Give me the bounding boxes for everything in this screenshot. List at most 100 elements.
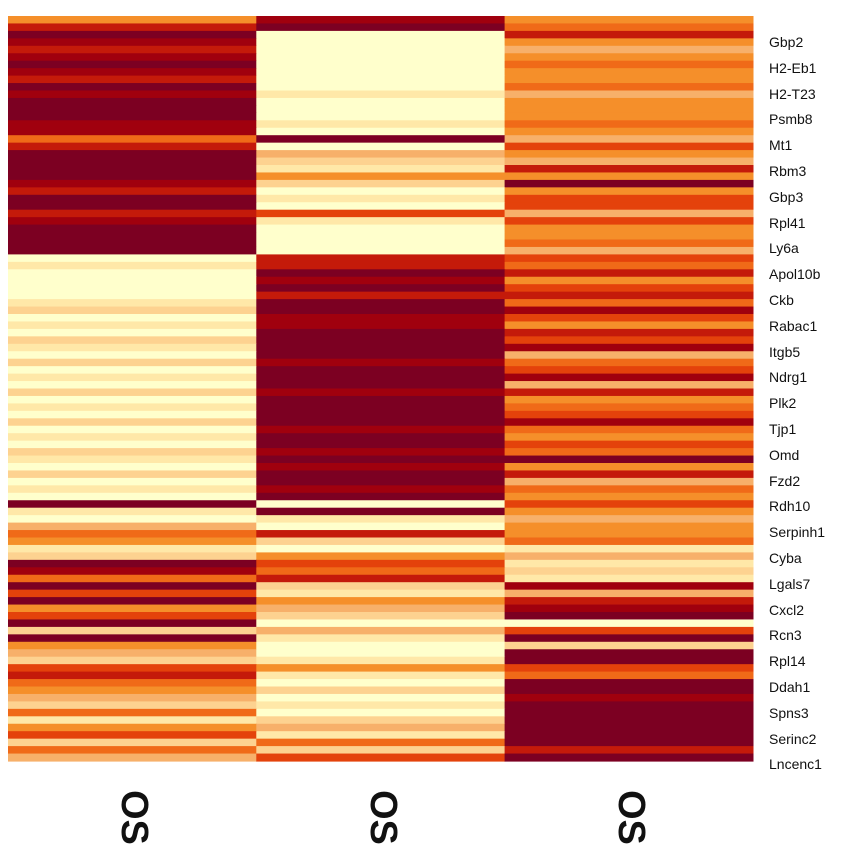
heatmap-cell <box>256 649 506 658</box>
heatmap-cell <box>8 135 257 144</box>
heatmap-cell <box>504 53 754 62</box>
heatmap-cell <box>504 373 754 382</box>
heatmap-cell <box>504 597 754 606</box>
heatmap-cell <box>256 254 506 263</box>
column-label: OS <box>361 790 404 845</box>
heatmap-cell <box>256 671 506 680</box>
heatmap-cell <box>256 38 506 47</box>
heatmap-cell <box>8 597 257 606</box>
heatmap-cell <box>256 619 506 628</box>
column-label: OS <box>113 790 156 845</box>
heatmap-cell <box>256 68 506 77</box>
heatmap-cell <box>504 165 754 174</box>
heatmap-cell <box>256 463 506 472</box>
heatmap-cell <box>256 530 506 539</box>
heatmap-cell <box>504 75 754 84</box>
heatmap-cell <box>504 142 754 151</box>
heatmap-cell <box>8 150 257 159</box>
heatmap-cell <box>256 746 506 755</box>
heatmap-cell <box>256 239 506 248</box>
heatmap-cell <box>504 455 754 464</box>
heatmap-cell <box>504 679 754 688</box>
heatmap-cell <box>8 418 257 427</box>
heatmap-cell <box>504 701 754 710</box>
heatmap-cell <box>8 90 257 99</box>
heatmap-cell <box>504 552 754 561</box>
row-label: Serpinh1 <box>769 524 826 541</box>
heatmap-cell <box>8 239 257 248</box>
heatmap-cell <box>256 299 506 308</box>
heatmap-cell <box>504 45 754 54</box>
heatmap-cell <box>8 373 257 382</box>
heatmap-cell <box>8 202 257 211</box>
heatmap-cell <box>504 507 754 516</box>
heatmap-cell <box>8 686 257 695</box>
heatmap-cell <box>504 68 754 77</box>
row-label: Lgals7 <box>769 575 811 592</box>
heatmap-cell <box>504 299 754 308</box>
heatmap-cell <box>8 314 257 323</box>
heatmap-cell <box>256 574 506 583</box>
heatmap-cell <box>256 30 506 39</box>
heatmap-cell <box>8 284 257 293</box>
heatmap-cell <box>504 522 754 531</box>
row-label: Ddah1 <box>769 679 811 695</box>
heatmap-cell <box>256 246 506 255</box>
heatmap-cell <box>256 75 506 84</box>
heatmap-cell <box>504 83 754 92</box>
heatmap-cell <box>8 261 257 270</box>
heatmap-cell <box>256 381 506 390</box>
heatmap-cell <box>504 537 754 546</box>
heatmap-cell <box>504 90 754 99</box>
heatmap-cell <box>8 567 257 576</box>
heatmap-cell <box>504 120 754 129</box>
heatmap-cell <box>8 179 257 188</box>
row-label: Gbp2 <box>769 34 804 50</box>
heatmap-cell <box>8 351 257 360</box>
heatmap-cell <box>504 708 754 717</box>
heatmap-cell <box>504 23 754 32</box>
row-label: Serinc2 <box>769 730 817 747</box>
heatmap-cell <box>256 701 506 710</box>
heatmap-cell <box>256 83 506 92</box>
heatmap-cell <box>256 433 506 442</box>
heatmap-cell <box>504 395 754 404</box>
heatmap-cell <box>504 641 754 650</box>
heatmap-cell <box>504 112 754 121</box>
heatmap-cell <box>504 425 754 434</box>
heatmap-cell <box>256 477 506 486</box>
heatmap-cell <box>256 440 506 449</box>
row-label: Tjp1 <box>769 421 797 437</box>
heatmap-cell <box>504 410 754 419</box>
heatmap-cell <box>256 455 506 464</box>
heatmap-cell <box>256 403 506 412</box>
heatmap-cell <box>8 105 257 114</box>
heatmap-cell <box>8 522 257 531</box>
heatmap-cell <box>256 150 506 159</box>
heatmap-cell <box>8 224 257 233</box>
heatmap-cell <box>8 23 257 32</box>
heatmap-cell <box>256 634 506 643</box>
heatmap-cell <box>256 425 506 434</box>
row-label: Rabac1 <box>769 317 818 334</box>
heatmap-cell <box>504 284 754 293</box>
heatmap-cell <box>256 537 506 546</box>
heatmap-cell <box>504 276 754 285</box>
heatmap-cell <box>8 507 257 516</box>
heatmap-cell <box>256 157 506 166</box>
heatmap-cell <box>504 477 754 486</box>
heatmap-cell <box>504 269 754 278</box>
heatmap-cell <box>504 686 754 695</box>
heatmap-cell <box>504 358 754 367</box>
heatmap-cell <box>504 97 754 106</box>
heatmap-cell <box>256 731 506 740</box>
heatmap-cell <box>8 634 257 643</box>
heatmap-cell <box>504 336 754 345</box>
heatmap-cell <box>504 433 754 442</box>
heatmap-cell <box>8 477 257 486</box>
heatmap-cell <box>504 470 754 479</box>
row-label: H2-T23 <box>769 85 816 102</box>
heatmap-cell <box>8 619 257 628</box>
heatmap-cell <box>8 589 257 598</box>
